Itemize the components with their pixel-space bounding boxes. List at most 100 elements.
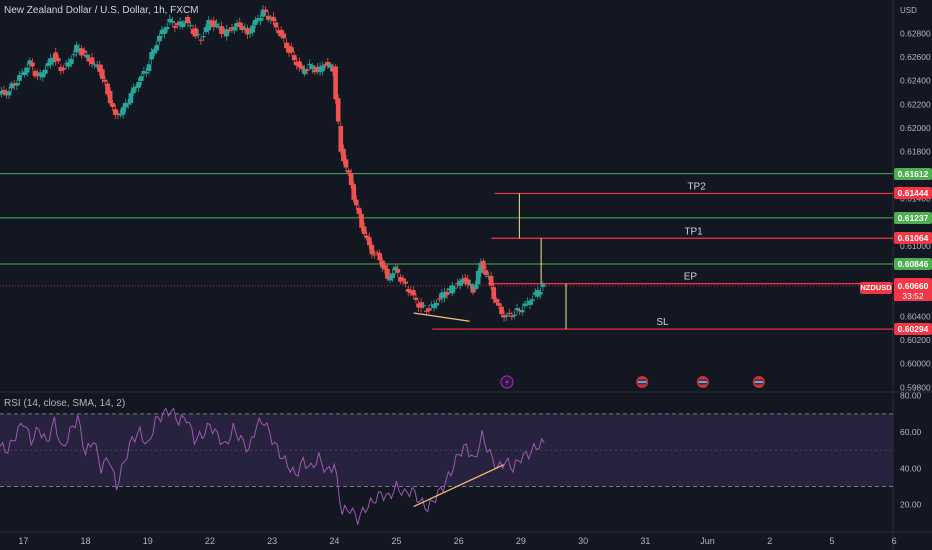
price-level-badge: 0.61237 <box>894 211 932 224</box>
candle-body <box>120 107 126 115</box>
candle-body <box>304 69 310 71</box>
candle-body <box>190 29 196 35</box>
candle-body <box>413 297 419 300</box>
candle-body <box>429 304 434 306</box>
candle-body <box>444 291 450 296</box>
candle-body <box>79 48 84 56</box>
candle-body <box>483 270 489 276</box>
candle-body <box>185 17 191 24</box>
candle-body <box>488 275 494 286</box>
candle-body <box>418 302 424 308</box>
candle-body <box>22 71 27 76</box>
candle-body <box>442 292 447 298</box>
time-tick-label: 25 <box>392 536 402 546</box>
candle-body <box>27 60 33 65</box>
candle-body <box>434 302 440 306</box>
candle-body <box>263 9 268 12</box>
candle-body <box>214 23 219 27</box>
candle-body <box>335 98 341 122</box>
candle-body <box>128 93 134 103</box>
time-tick-label: 30 <box>578 536 588 546</box>
candle-body <box>387 277 393 281</box>
candle-body <box>107 90 113 104</box>
candle-body <box>320 65 325 72</box>
candle-body <box>245 28 250 35</box>
price-tick-label: 0.60200 <box>900 335 931 345</box>
currency-label: USD <box>900 6 917 15</box>
candle-body <box>436 298 442 300</box>
candle-body <box>411 290 416 296</box>
candle-body <box>395 269 401 273</box>
candle-body <box>475 270 481 285</box>
candle-body <box>504 314 510 317</box>
candle-body <box>465 279 471 285</box>
candle-body <box>535 290 541 297</box>
candle-body <box>369 244 375 255</box>
candle-body <box>40 73 46 78</box>
candle-body <box>273 22 279 28</box>
time-tick-label: Jun <box>700 536 715 546</box>
candle-body <box>170 20 175 23</box>
candle-body <box>527 300 533 306</box>
candle-body <box>398 277 403 282</box>
price-tick-label: 0.62800 <box>900 29 931 39</box>
candle-body <box>14 82 20 86</box>
candle-body <box>379 260 385 268</box>
price-level-badge: 0.60294 <box>894 323 932 336</box>
candle-body <box>118 113 123 116</box>
candle-body <box>131 87 136 94</box>
candle-body <box>203 27 209 32</box>
candle-body <box>356 207 362 214</box>
target-label-tp1: TP1 <box>684 226 703 237</box>
candle-body <box>486 275 491 277</box>
candle-body <box>468 283 473 286</box>
candle-body <box>0 91 4 95</box>
chart-title: New Zealand Dollar / U.S. Dollar, 1h, FX… <box>4 5 199 16</box>
lightning-icon <box>500 375 514 389</box>
candle-body <box>309 65 315 69</box>
candle-body <box>307 63 313 66</box>
candle-body <box>71 54 77 56</box>
candle-body <box>133 86 139 88</box>
candle-body <box>351 184 357 200</box>
price-tick-label: 0.62200 <box>900 99 931 109</box>
candle-body <box>32 71 38 77</box>
candle-body <box>61 68 66 70</box>
candle-body <box>1 89 7 92</box>
price-tick-label: 0.61000 <box>900 241 931 251</box>
candle-body <box>138 76 144 82</box>
candle-body <box>315 66 320 71</box>
candle-body <box>258 17 263 22</box>
nz-flag-icon <box>752 376 765 388</box>
candle-body <box>312 69 318 73</box>
candle-body <box>385 268 390 279</box>
candle-body <box>105 83 110 95</box>
candle-body <box>92 64 97 66</box>
candle-body <box>517 309 522 312</box>
candle-body <box>43 69 48 74</box>
candle-body <box>532 292 538 295</box>
countdown-label: 33:52 <box>894 291 932 301</box>
candle-body <box>247 32 253 34</box>
candle-body <box>159 29 165 35</box>
candle-body <box>491 287 497 300</box>
candle-body <box>201 36 206 38</box>
candle-body <box>239 25 245 30</box>
candle-body <box>493 299 499 303</box>
candle-body <box>45 63 51 67</box>
candle-body <box>506 312 512 314</box>
time-tick-label: 23 <box>267 536 277 546</box>
candle-body <box>374 252 380 254</box>
candle-body <box>30 62 35 67</box>
price-tick-label: 0.60000 <box>900 359 931 369</box>
candle-body <box>525 301 530 303</box>
time-tick-label: 22 <box>205 536 215 546</box>
candle-body <box>333 66 338 100</box>
candle-body <box>167 18 173 23</box>
candle-body <box>281 33 287 39</box>
candle-body <box>359 213 364 228</box>
candle-body <box>125 102 131 105</box>
candle-body <box>175 23 180 26</box>
